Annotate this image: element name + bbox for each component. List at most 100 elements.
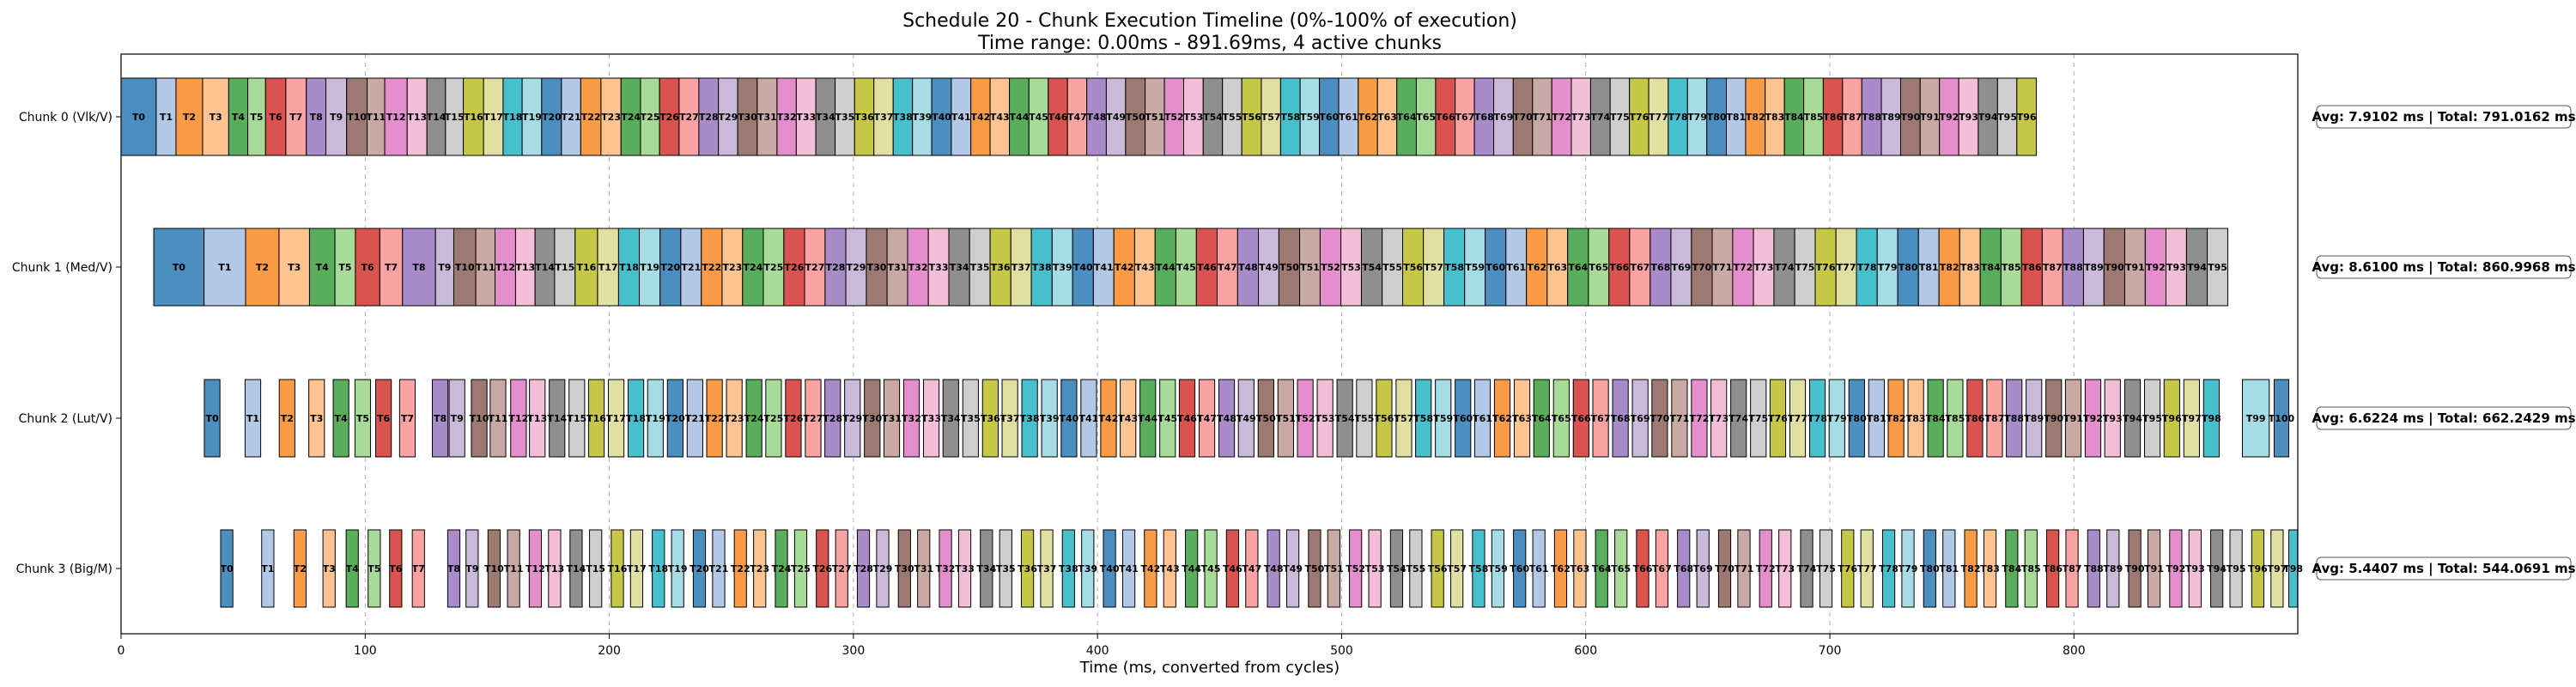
task-label: T19 (522, 112, 542, 123)
task-label: T31 (888, 262, 908, 273)
task-label: T57 (1394, 413, 1414, 424)
task-label: T23 (725, 413, 744, 424)
task-bar (1103, 529, 1116, 608)
task-label: T1 (218, 262, 231, 273)
task-label: T17 (606, 413, 626, 424)
task-label: T89 (2084, 262, 2104, 273)
task-label: T18 (619, 262, 639, 273)
task-label: T16 (576, 262, 596, 273)
task-bar (1759, 529, 1772, 608)
task-label: T47 (1218, 262, 1237, 273)
task-label: T27 (679, 112, 699, 123)
task-label: T45 (1176, 262, 1196, 273)
task-label: T34 (816, 112, 835, 123)
task-bar (375, 379, 392, 458)
task-bar (332, 379, 349, 458)
task-label: T62 (1492, 413, 1512, 424)
task-label: T71 (1735, 563, 1754, 575)
task-label: T53 (1183, 112, 1203, 123)
task-bar (465, 529, 479, 608)
task-label: T96 (2162, 413, 2182, 424)
task-label: T84 (2002, 563, 2021, 575)
task-bar (2045, 379, 2063, 458)
task-label: T52 (1296, 413, 1315, 424)
task-label: T82 (1940, 262, 1959, 273)
task-label: T5 (368, 563, 380, 575)
task-label: T18 (648, 563, 668, 575)
task-label: T62 (1551, 563, 1571, 575)
task-bar (876, 529, 890, 608)
task-label: T39 (1040, 413, 1060, 424)
task-label: T76 (1838, 563, 1857, 575)
task-bar (1349, 529, 1363, 608)
task-label: T35 (835, 112, 855, 123)
task-bar (2016, 77, 2038, 156)
task-label: T52 (1346, 563, 1365, 575)
task-label: T61 (1473, 413, 1492, 424)
task-bar (1612, 379, 1629, 458)
task-label: T58 (1444, 262, 1464, 273)
task-label: T66 (1609, 262, 1629, 273)
task-label: T2 (256, 262, 269, 273)
task-bar (1552, 379, 1570, 458)
task-label: T45 (1157, 413, 1177, 424)
task-label: T33 (796, 112, 816, 123)
x-axis-ticks: 0 100 200 300 400 500 600 700 800 (118, 634, 2086, 658)
task-label: T27 (804, 413, 823, 424)
task-bar (153, 228, 205, 307)
task-bar (1907, 379, 1924, 458)
task-bar (1001, 379, 1018, 458)
task-label: T89 (1881, 112, 1901, 123)
chunk-stats-box: Avg: 8.6100 ms | Total: 860.9968 ms (2312, 255, 2576, 279)
task-bar (1277, 379, 1294, 458)
task-bar (1308, 529, 1321, 608)
task-bar (1750, 379, 1767, 458)
task-bar (2188, 529, 2202, 608)
task-bar (1513, 379, 1531, 458)
task-label: T16 (608, 563, 628, 575)
task-label: T63 (1571, 563, 1590, 575)
task-bar (902, 379, 920, 458)
task-bar (1368, 529, 1382, 608)
task-bar (1651, 379, 1668, 458)
task-label: T79 (1899, 563, 1918, 575)
task-bar (1964, 529, 1978, 608)
task-label: T63 (1547, 262, 1567, 273)
task-bar (202, 77, 229, 156)
task-bar (322, 529, 336, 608)
task-label: T0 (205, 413, 219, 424)
task-bar (1841, 529, 1855, 608)
stats-text: Avg: 6.6224 ms | Total: 662.2429 ms (2312, 410, 2575, 427)
task-bar (278, 379, 295, 458)
task-label: T41 (1119, 563, 1139, 575)
task-bar (1472, 529, 1485, 608)
task-label: T51 (1300, 262, 1320, 273)
task-label: T31 (882, 413, 902, 424)
task-bar (999, 529, 1012, 608)
task-bar (204, 379, 221, 458)
task-label: T69 (1672, 262, 1692, 273)
task-bar (2202, 379, 2220, 458)
task-label: T89 (2024, 413, 2044, 424)
task-bar (2251, 529, 2265, 608)
stats-text: Avg: 8.6100 ms | Total: 860.9968 ms (2312, 259, 2575, 276)
task-bar (939, 529, 952, 608)
task-bar (2270, 529, 2284, 608)
task-bar (2103, 228, 2125, 307)
task-label: T77 (1649, 112, 1668, 123)
plot-frame (120, 53, 2299, 635)
task-label: T98 (2202, 413, 2221, 424)
task-label: T95 (2227, 563, 2246, 575)
task-label: T48 (1264, 563, 1284, 575)
task-bar (647, 379, 664, 458)
task-label: T43 (1135, 262, 1155, 273)
task-label: T56 (1375, 413, 1394, 424)
task-label: T64 (1397, 112, 1417, 123)
task-label: T88 (2004, 413, 2024, 424)
task-bar (1121, 529, 1136, 608)
task-label: T46 (1177, 413, 1197, 424)
task-bar (2241, 379, 2270, 458)
task-label: T50 (1304, 563, 1324, 575)
task-label: T96 (2017, 112, 2037, 123)
